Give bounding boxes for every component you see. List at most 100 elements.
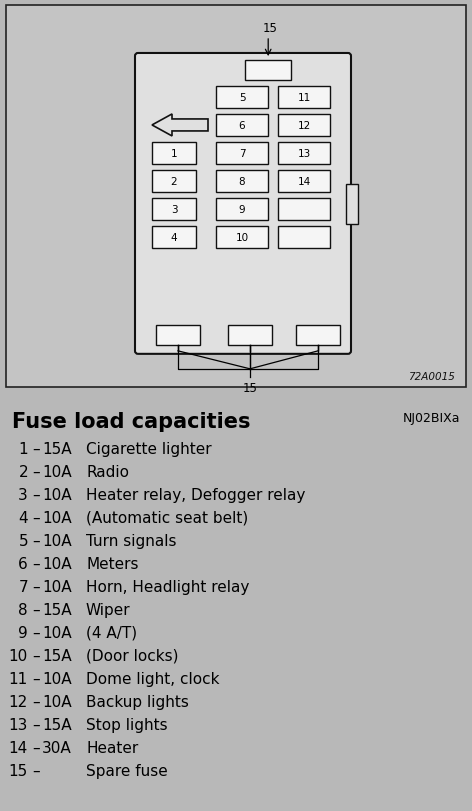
Text: –: – — [32, 672, 40, 686]
Text: 9: 9 — [18, 625, 28, 640]
Text: –: – — [32, 464, 40, 479]
FancyBboxPatch shape — [278, 199, 330, 221]
FancyBboxPatch shape — [296, 325, 340, 345]
Text: 10A: 10A — [42, 556, 72, 571]
Text: –: – — [32, 441, 40, 457]
FancyBboxPatch shape — [152, 170, 196, 193]
Text: –: – — [32, 487, 40, 502]
Text: (Automatic seat belt): (Automatic seat belt) — [86, 510, 248, 526]
Text: Fuse load capacities: Fuse load capacities — [12, 411, 251, 431]
Text: 10A: 10A — [42, 533, 72, 548]
Text: Radio: Radio — [86, 464, 129, 479]
Text: 14: 14 — [297, 177, 311, 187]
Text: 11: 11 — [9, 672, 28, 686]
Text: 10A: 10A — [42, 672, 72, 686]
Text: 12: 12 — [297, 121, 311, 131]
Text: –: – — [32, 625, 40, 640]
Text: 15A: 15A — [42, 441, 72, 457]
Text: 14: 14 — [9, 740, 28, 755]
Text: 13: 13 — [8, 717, 28, 732]
Text: Meters: Meters — [86, 556, 138, 571]
Text: 11: 11 — [297, 92, 311, 103]
FancyBboxPatch shape — [216, 199, 268, 221]
Text: 10: 10 — [9, 648, 28, 663]
FancyBboxPatch shape — [346, 185, 358, 225]
FancyBboxPatch shape — [216, 226, 268, 249]
Text: 2: 2 — [171, 177, 177, 187]
FancyBboxPatch shape — [152, 143, 196, 165]
FancyBboxPatch shape — [216, 170, 268, 193]
Text: 5: 5 — [18, 533, 28, 548]
Text: 13: 13 — [297, 148, 311, 159]
Text: 10A: 10A — [42, 625, 72, 640]
Text: 6: 6 — [18, 556, 28, 571]
FancyBboxPatch shape — [6, 6, 466, 388]
FancyBboxPatch shape — [216, 143, 268, 165]
Text: 5: 5 — [239, 92, 245, 103]
Text: 10A: 10A — [42, 510, 72, 526]
Text: Turn signals: Turn signals — [86, 533, 177, 548]
Text: –: – — [32, 694, 40, 709]
Text: 30A: 30A — [42, 740, 72, 755]
Text: 8: 8 — [239, 177, 245, 187]
Text: 9: 9 — [239, 204, 245, 215]
Text: Stop lights: Stop lights — [86, 717, 168, 732]
Text: NJ02BIXa: NJ02BIXa — [403, 411, 460, 424]
Text: –: – — [32, 717, 40, 732]
Text: –: – — [32, 510, 40, 526]
Text: 4: 4 — [18, 510, 28, 526]
Text: 15: 15 — [263, 23, 278, 36]
Text: (Door locks): (Door locks) — [86, 648, 178, 663]
Text: –: – — [32, 740, 40, 755]
Text: 15: 15 — [243, 381, 257, 394]
Text: 10: 10 — [236, 233, 249, 242]
Text: 4: 4 — [171, 233, 177, 242]
Text: Horn, Headlight relay: Horn, Headlight relay — [86, 579, 249, 594]
FancyBboxPatch shape — [216, 115, 268, 137]
Text: 72A0015: 72A0015 — [408, 371, 455, 381]
FancyBboxPatch shape — [278, 226, 330, 249]
FancyBboxPatch shape — [245, 61, 291, 81]
Text: 2: 2 — [18, 464, 28, 479]
Polygon shape — [152, 115, 208, 137]
Text: 10A: 10A — [42, 579, 72, 594]
Text: 8: 8 — [18, 602, 28, 617]
Text: 15A: 15A — [42, 717, 72, 732]
Text: 1: 1 — [18, 441, 28, 457]
Text: 7: 7 — [18, 579, 28, 594]
FancyBboxPatch shape — [135, 54, 351, 354]
Text: –: – — [32, 602, 40, 617]
Text: Cigarette lighter: Cigarette lighter — [86, 441, 211, 457]
Text: (4 A/T): (4 A/T) — [86, 625, 137, 640]
Text: 6: 6 — [239, 121, 245, 131]
Text: 1: 1 — [171, 148, 177, 159]
Text: Heater: Heater — [86, 740, 138, 755]
Text: –: – — [32, 648, 40, 663]
FancyBboxPatch shape — [278, 170, 330, 193]
Text: –: – — [32, 579, 40, 594]
Text: 3: 3 — [18, 487, 28, 502]
Text: 10A: 10A — [42, 464, 72, 479]
Text: 12: 12 — [9, 694, 28, 709]
Text: 15A: 15A — [42, 602, 72, 617]
Text: –: – — [32, 533, 40, 548]
FancyBboxPatch shape — [152, 199, 196, 221]
Text: 3: 3 — [171, 204, 177, 215]
FancyBboxPatch shape — [156, 325, 200, 345]
FancyBboxPatch shape — [278, 115, 330, 137]
Text: 7: 7 — [239, 148, 245, 159]
Text: Backup lights: Backup lights — [86, 694, 189, 709]
Text: 15: 15 — [9, 763, 28, 778]
Text: –: – — [32, 763, 40, 778]
Text: Heater relay, Defogger relay: Heater relay, Defogger relay — [86, 487, 305, 502]
Text: –: – — [32, 556, 40, 571]
Text: Spare fuse: Spare fuse — [86, 763, 168, 778]
FancyBboxPatch shape — [278, 143, 330, 165]
Text: 10A: 10A — [42, 487, 72, 502]
Text: 10A: 10A — [42, 694, 72, 709]
Text: Dome light, clock: Dome light, clock — [86, 672, 219, 686]
Text: 15A: 15A — [42, 648, 72, 663]
FancyBboxPatch shape — [278, 87, 330, 109]
Text: Wiper: Wiper — [86, 602, 131, 617]
FancyBboxPatch shape — [216, 87, 268, 109]
